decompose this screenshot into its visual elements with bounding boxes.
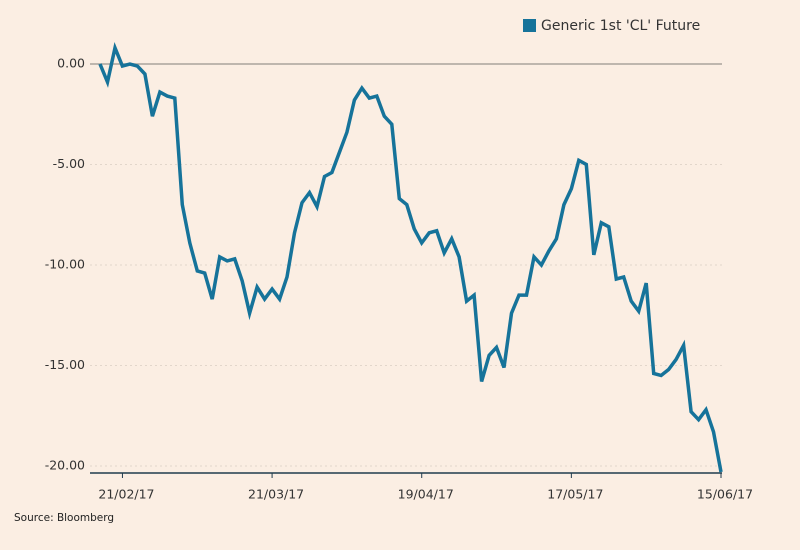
y-tick-label: -5.00 [53,156,85,171]
x-tick-label: 19/04/17 [398,487,454,502]
y-tick-label: -15.00 [45,357,85,372]
x-tick-label: 21/02/17 [98,487,154,502]
x-tick-label: 21/03/17 [248,487,304,502]
y-tick-label: -10.00 [45,256,85,271]
legend-swatch [523,19,536,32]
y-tick-label: -20.00 [45,457,85,472]
series-line [98,42,723,473]
x-tick-label: 17/05/17 [547,487,603,502]
legend-label: Generic 1st 'CL' Future [541,18,700,34]
x-tick-label: 15/06/17 [697,487,753,502]
y-tick-label: 0.00 [57,55,85,70]
source-note: Source: Bloomberg [14,512,114,524]
